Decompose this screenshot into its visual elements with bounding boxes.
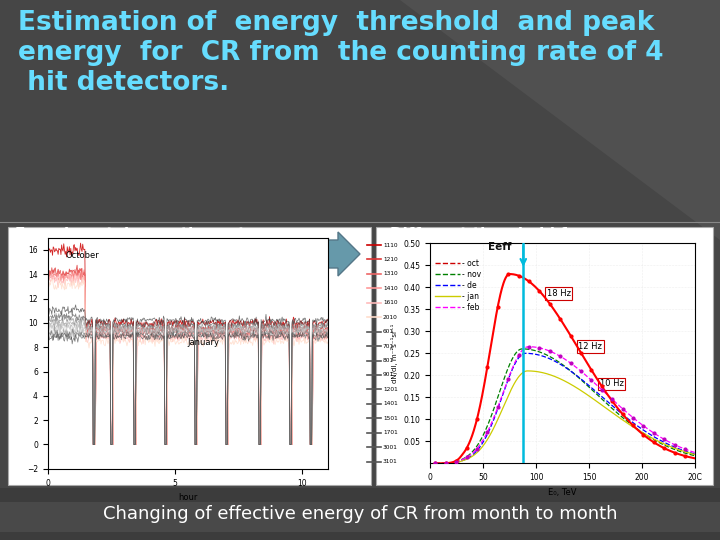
Text: energy  for  CR from  the counting rate of 4: energy for CR from the counting rate of … [18,40,664,66]
Line: dec: dec [436,353,695,463]
Y-axis label: dN/dI, m⁻²s⁻¹sr⁻¹: dN/dI, m⁻²s⁻¹sr⁻¹ [391,323,397,383]
Text: October to February: October to February [390,247,564,262]
Text: 1610: 1610 [383,300,397,305]
Polygon shape [400,0,720,240]
Text: hit detectors.: hit detectors. [18,70,229,96]
jan [557,376,565,382]
jan [523,368,532,374]
Text: 1201: 1201 [383,387,397,392]
Text: 701: 701 [383,343,394,349]
Text: 1701: 1701 [383,430,397,435]
Text: - feb: - feb [462,302,480,312]
jan [572,384,580,391]
Text: January: January [188,338,220,347]
Text: 1501: 1501 [383,416,397,421]
dec [557,361,565,368]
nov [555,359,564,366]
Text: 1401: 1401 [383,401,397,406]
Text: 901: 901 [383,373,394,377]
dec [555,360,564,367]
nov [431,460,440,467]
Text: 1210: 1210 [383,257,397,262]
X-axis label: E₀, TeV: E₀, TeV [548,488,577,497]
jan [685,450,693,456]
dec [644,430,653,437]
Bar [376,227,713,485]
Bar [8,227,371,485]
nov [644,434,653,440]
Text: - jan: - jan [462,292,479,301]
nov [518,346,526,352]
jan [586,394,595,400]
dec [572,372,580,379]
dec [690,451,699,457]
Text: - oct: - oct [462,259,479,267]
Text: 1410: 1410 [383,286,397,291]
Text: Different threshold from: Different threshold from [390,227,600,242]
nov [557,360,565,367]
Text: 18 Hz: 18 Hz [546,289,571,298]
Text: 3101: 3101 [383,459,397,464]
Text: 1310: 1310 [383,272,397,276]
Text: 1110: 1110 [383,242,397,247]
Text: 801: 801 [383,358,394,363]
Text: 12 Hz: 12 Hz [578,342,602,351]
jan [690,451,699,458]
Text: Changing of effective energy of CR from month to month: Changing of effective energy of CR from … [103,505,617,523]
Text: Estimation of  energy  threshold  and peak: Estimation of energy threshold and peak [18,10,654,36]
Bar [0,488,720,540]
Bar [0,502,720,532]
Line: nov: nov [436,349,695,463]
Text: 601: 601 [383,329,394,334]
Text: 10 Hz: 10 Hz [600,379,624,388]
nov [685,451,693,457]
dec [685,449,693,456]
dec [521,350,530,356]
nov [572,373,580,379]
jan [555,375,564,382]
Text: 16-18 in October: 16-18 in October [15,247,158,262]
Text: - nov: - nov [462,269,481,279]
Text: 2010: 2010 [383,315,398,320]
jan [644,433,653,440]
dec [431,460,440,467]
X-axis label: hour: hour [178,493,197,502]
nov [690,453,699,459]
FancyArrow shape [240,232,360,276]
dec [586,383,595,390]
Text: October: October [66,252,99,260]
nov [586,385,595,392]
Text: Experimental  counting rates:: Experimental counting rates: [15,227,271,242]
Text: 3001: 3001 [383,444,398,450]
Text: - de: - de [462,281,477,289]
Line: jan: jan [436,371,695,463]
jan [431,460,440,467]
Text: 9-11 in February: 9-11 in February [15,266,157,281]
Text: Eeff: Eeff [488,242,512,252]
